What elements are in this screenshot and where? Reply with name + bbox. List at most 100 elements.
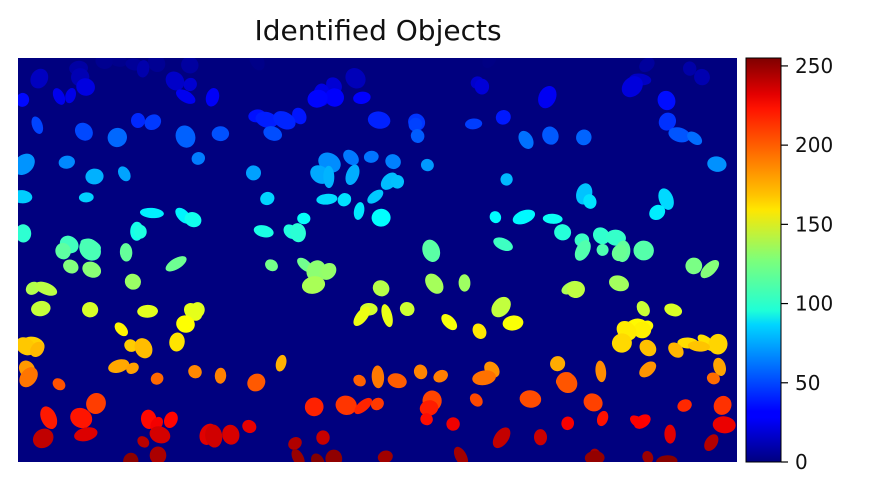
object-blob xyxy=(533,429,548,446)
object-blob xyxy=(713,357,726,376)
object-blob xyxy=(420,158,434,172)
object-blob xyxy=(188,365,202,379)
object-blob xyxy=(592,227,610,245)
object-blob xyxy=(40,406,58,430)
object-blob xyxy=(694,68,710,86)
object-blob xyxy=(542,126,559,145)
object-blob xyxy=(538,85,557,109)
object-blob xyxy=(633,321,652,339)
object-blob xyxy=(422,239,441,262)
object-blob xyxy=(576,129,592,146)
object-blob xyxy=(136,60,150,78)
object-blob xyxy=(137,436,150,448)
object-blob xyxy=(79,238,101,261)
object-blob xyxy=(253,225,274,238)
object-blob xyxy=(107,127,127,148)
object-blob xyxy=(181,58,199,74)
object-blob xyxy=(371,365,385,389)
object-blob xyxy=(301,276,326,294)
object-blob xyxy=(247,373,266,392)
object-blob xyxy=(372,280,390,297)
object-blob xyxy=(583,393,603,412)
object-blob xyxy=(32,428,54,449)
object-blob xyxy=(367,189,384,204)
object-blob xyxy=(260,191,275,206)
object-blob xyxy=(191,151,205,165)
object-blob xyxy=(657,90,676,111)
object-blob xyxy=(611,244,628,262)
object-blob xyxy=(410,129,425,143)
object-blob xyxy=(658,188,674,210)
object-blob xyxy=(482,58,497,69)
object-blob xyxy=(134,338,153,359)
object-blob xyxy=(139,207,164,219)
object-blob xyxy=(114,322,128,337)
object-blob xyxy=(345,68,366,89)
colorbar-tick-label: 100 xyxy=(795,292,833,316)
object-blob xyxy=(290,223,306,243)
object-blob xyxy=(399,301,415,317)
chart-title: Identified Objects xyxy=(254,14,502,47)
colorbar-ticks: 0 50 100 150 200 250 xyxy=(781,54,833,474)
object-blob xyxy=(642,451,654,462)
object-blob xyxy=(337,193,352,207)
object-blob xyxy=(291,448,305,462)
object-blob xyxy=(176,89,196,104)
object-blob xyxy=(584,450,605,462)
object-blob xyxy=(472,323,487,339)
object-blob xyxy=(119,243,133,262)
object-blob xyxy=(518,130,534,149)
object-blob xyxy=(52,378,66,391)
object-blob xyxy=(78,192,94,203)
object-blob xyxy=(668,342,684,358)
object-blob xyxy=(363,150,379,163)
object-blob xyxy=(30,68,49,89)
object-blob xyxy=(273,111,296,130)
object-blob xyxy=(574,240,591,261)
object-blob xyxy=(55,242,71,260)
object-blob xyxy=(704,434,719,451)
object-blob xyxy=(492,427,511,449)
object-blob xyxy=(367,111,391,129)
object-blob xyxy=(433,369,448,383)
object-blob xyxy=(556,372,578,394)
object-blob xyxy=(353,202,365,220)
object-blob xyxy=(345,164,360,186)
object-blob xyxy=(609,275,629,292)
object-blob xyxy=(649,204,666,220)
object-blob xyxy=(469,393,483,407)
object-blob xyxy=(700,259,720,279)
object-blob xyxy=(408,117,423,132)
object-blob xyxy=(169,332,185,352)
object-blob xyxy=(385,154,401,170)
object-blob xyxy=(86,392,106,415)
object-blob xyxy=(550,356,566,372)
object-blob xyxy=(658,112,677,131)
object-blob xyxy=(542,213,563,224)
object-blob xyxy=(425,273,444,294)
object-blob xyxy=(583,194,597,209)
object-blob xyxy=(354,397,373,415)
object-blob xyxy=(124,273,141,290)
object-blob xyxy=(713,395,732,415)
object-blob xyxy=(222,424,240,445)
object-blob xyxy=(124,339,138,352)
object-blob xyxy=(144,114,162,131)
object-blob xyxy=(596,410,609,427)
object-blob xyxy=(242,419,257,434)
object-blob xyxy=(126,362,139,374)
object-blob xyxy=(165,256,187,272)
object-blob xyxy=(211,126,230,142)
colorbar-tick-label: 50 xyxy=(795,371,820,395)
object-blob xyxy=(74,122,93,141)
object-blob xyxy=(639,58,655,73)
colorbar-tick-label: 250 xyxy=(795,54,833,78)
object-blob xyxy=(265,259,278,272)
object-blob xyxy=(370,397,384,411)
object-blob xyxy=(110,58,128,67)
object-blob xyxy=(149,446,167,462)
object-blob xyxy=(82,301,99,318)
object-blob xyxy=(353,374,366,387)
object-blob xyxy=(31,116,44,134)
object-blob xyxy=(465,118,483,130)
